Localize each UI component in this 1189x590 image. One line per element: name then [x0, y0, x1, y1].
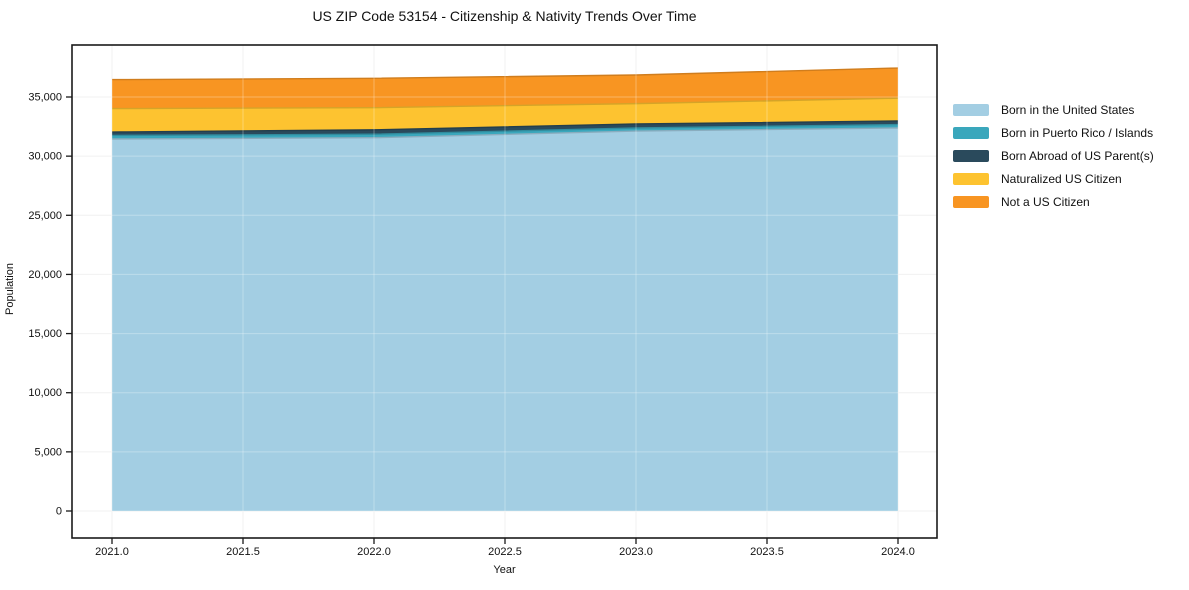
- x-tick-label: 2021.5: [226, 546, 260, 558]
- legend-item-born-abroad: Born Abroad of US Parent(s): [953, 148, 1154, 163]
- area-series: [112, 127, 898, 512]
- chart-title: US ZIP Code 53154 - Citizenship & Nativi…: [312, 8, 697, 24]
- legend-item-not-citizen: Not a US Citizen: [953, 194, 1154, 209]
- x-tick-label: 2024.0: [881, 546, 915, 558]
- x-tick-label: 2022.5: [488, 546, 522, 558]
- y-axis-label: Population: [4, 263, 16, 315]
- area-edge: [111, 120, 899, 133]
- legend-swatch-not-citizen: [953, 195, 989, 208]
- area-edge: [111, 123, 899, 137]
- y-tick-label: 25,000: [28, 210, 62, 222]
- area-series: [112, 98, 898, 133]
- y-tick-label: 15,000: [28, 328, 62, 340]
- x-tick-label: 2022.0: [357, 546, 391, 558]
- legend-item-puerto-rico: Born in Puerto Rico / Islands: [953, 125, 1154, 140]
- area-edge: [111, 67, 899, 81]
- legend: Born in the United States Born in Puerto…: [953, 102, 1154, 209]
- legend-swatch-naturalized: [953, 172, 989, 185]
- x-tick-label: 2021.0: [95, 546, 129, 558]
- area-edge: [111, 97, 899, 110]
- legend-swatch-puerto-rico: [953, 126, 989, 139]
- y-tick-label: 5,000: [34, 446, 62, 458]
- area-edge: [111, 127, 899, 140]
- y-tick-label: 35,000: [28, 92, 62, 104]
- x-tick-label: 2023.5: [750, 546, 784, 558]
- legend-swatch-born-us: [953, 103, 989, 116]
- y-tick-label: 10,000: [28, 387, 62, 399]
- legend-label: Not a US Citizen: [1001, 194, 1090, 209]
- legend-label: Born Abroad of US Parent(s): [1001, 148, 1154, 163]
- y-tick-label: 20,000: [28, 269, 62, 281]
- legend-label: Naturalized US Citizen: [1001, 171, 1122, 186]
- legend-item-naturalized: Naturalized US Citizen: [953, 171, 1154, 186]
- area-series: [112, 68, 898, 109]
- y-tick-label: 0: [56, 506, 62, 518]
- y-tick-label: 30,000: [28, 151, 62, 163]
- legend-label: Born in the United States: [1001, 102, 1135, 117]
- legend-label: Born in Puerto Rico / Islands: [1001, 125, 1154, 140]
- x-tick-label: 2023.0: [619, 546, 653, 558]
- legend-swatch-born-abroad: [953, 149, 989, 162]
- x-axis-label: Year: [493, 564, 516, 576]
- legend-item-born-us: Born in the United States: [953, 102, 1154, 117]
- area-series: [112, 121, 898, 136]
